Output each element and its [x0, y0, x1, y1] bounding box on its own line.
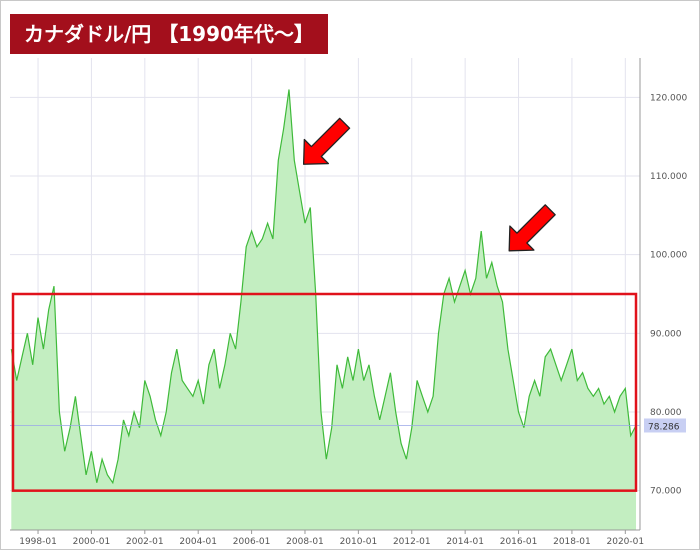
- y-tick-label: 100.000: [650, 251, 687, 261]
- highlight-box: [11, 292, 638, 492]
- x-tick-label: 2000-01: [73, 537, 111, 547]
- y-tick-label: 70.000: [650, 487, 682, 497]
- series-line: [10, 89, 637, 485]
- x-tick-label: 2010-01: [340, 537, 378, 547]
- y-tick-label: 110.000: [650, 172, 687, 182]
- x-tick-label: 2018-01: [553, 537, 591, 547]
- y-tick-label: 80.000: [650, 408, 682, 418]
- series-area: [11, 89, 637, 530]
- y-tick-label: 120.000: [650, 93, 687, 103]
- arrow-annotation-2: [508, 204, 556, 252]
- current-price-label: 78.286: [648, 422, 680, 432]
- arrow-icon: [508, 204, 556, 252]
- x-tick-label: 2016-01: [500, 537, 538, 547]
- x-tick-label: 2012-01: [393, 537, 431, 547]
- chart-title: カナダドル/円 【1990年代〜】: [10, 14, 328, 54]
- x-tick-label: 2006-01: [233, 537, 271, 547]
- x-tick-label: 2008-01: [286, 537, 324, 547]
- x-tick-label: 2014-01: [446, 537, 484, 547]
- arrow-icon: [302, 117, 351, 165]
- y-tick-label: 90.000: [650, 329, 682, 339]
- x-tick-label: 2004-01: [179, 537, 217, 547]
- current-price-badge: [644, 418, 686, 433]
- x-tick-label: 1998-01: [19, 537, 57, 547]
- x-tick-label: 2020-01: [607, 537, 645, 547]
- arrow-annotation-1: [302, 117, 351, 165]
- x-tick-label: 2002-01: [126, 537, 164, 547]
